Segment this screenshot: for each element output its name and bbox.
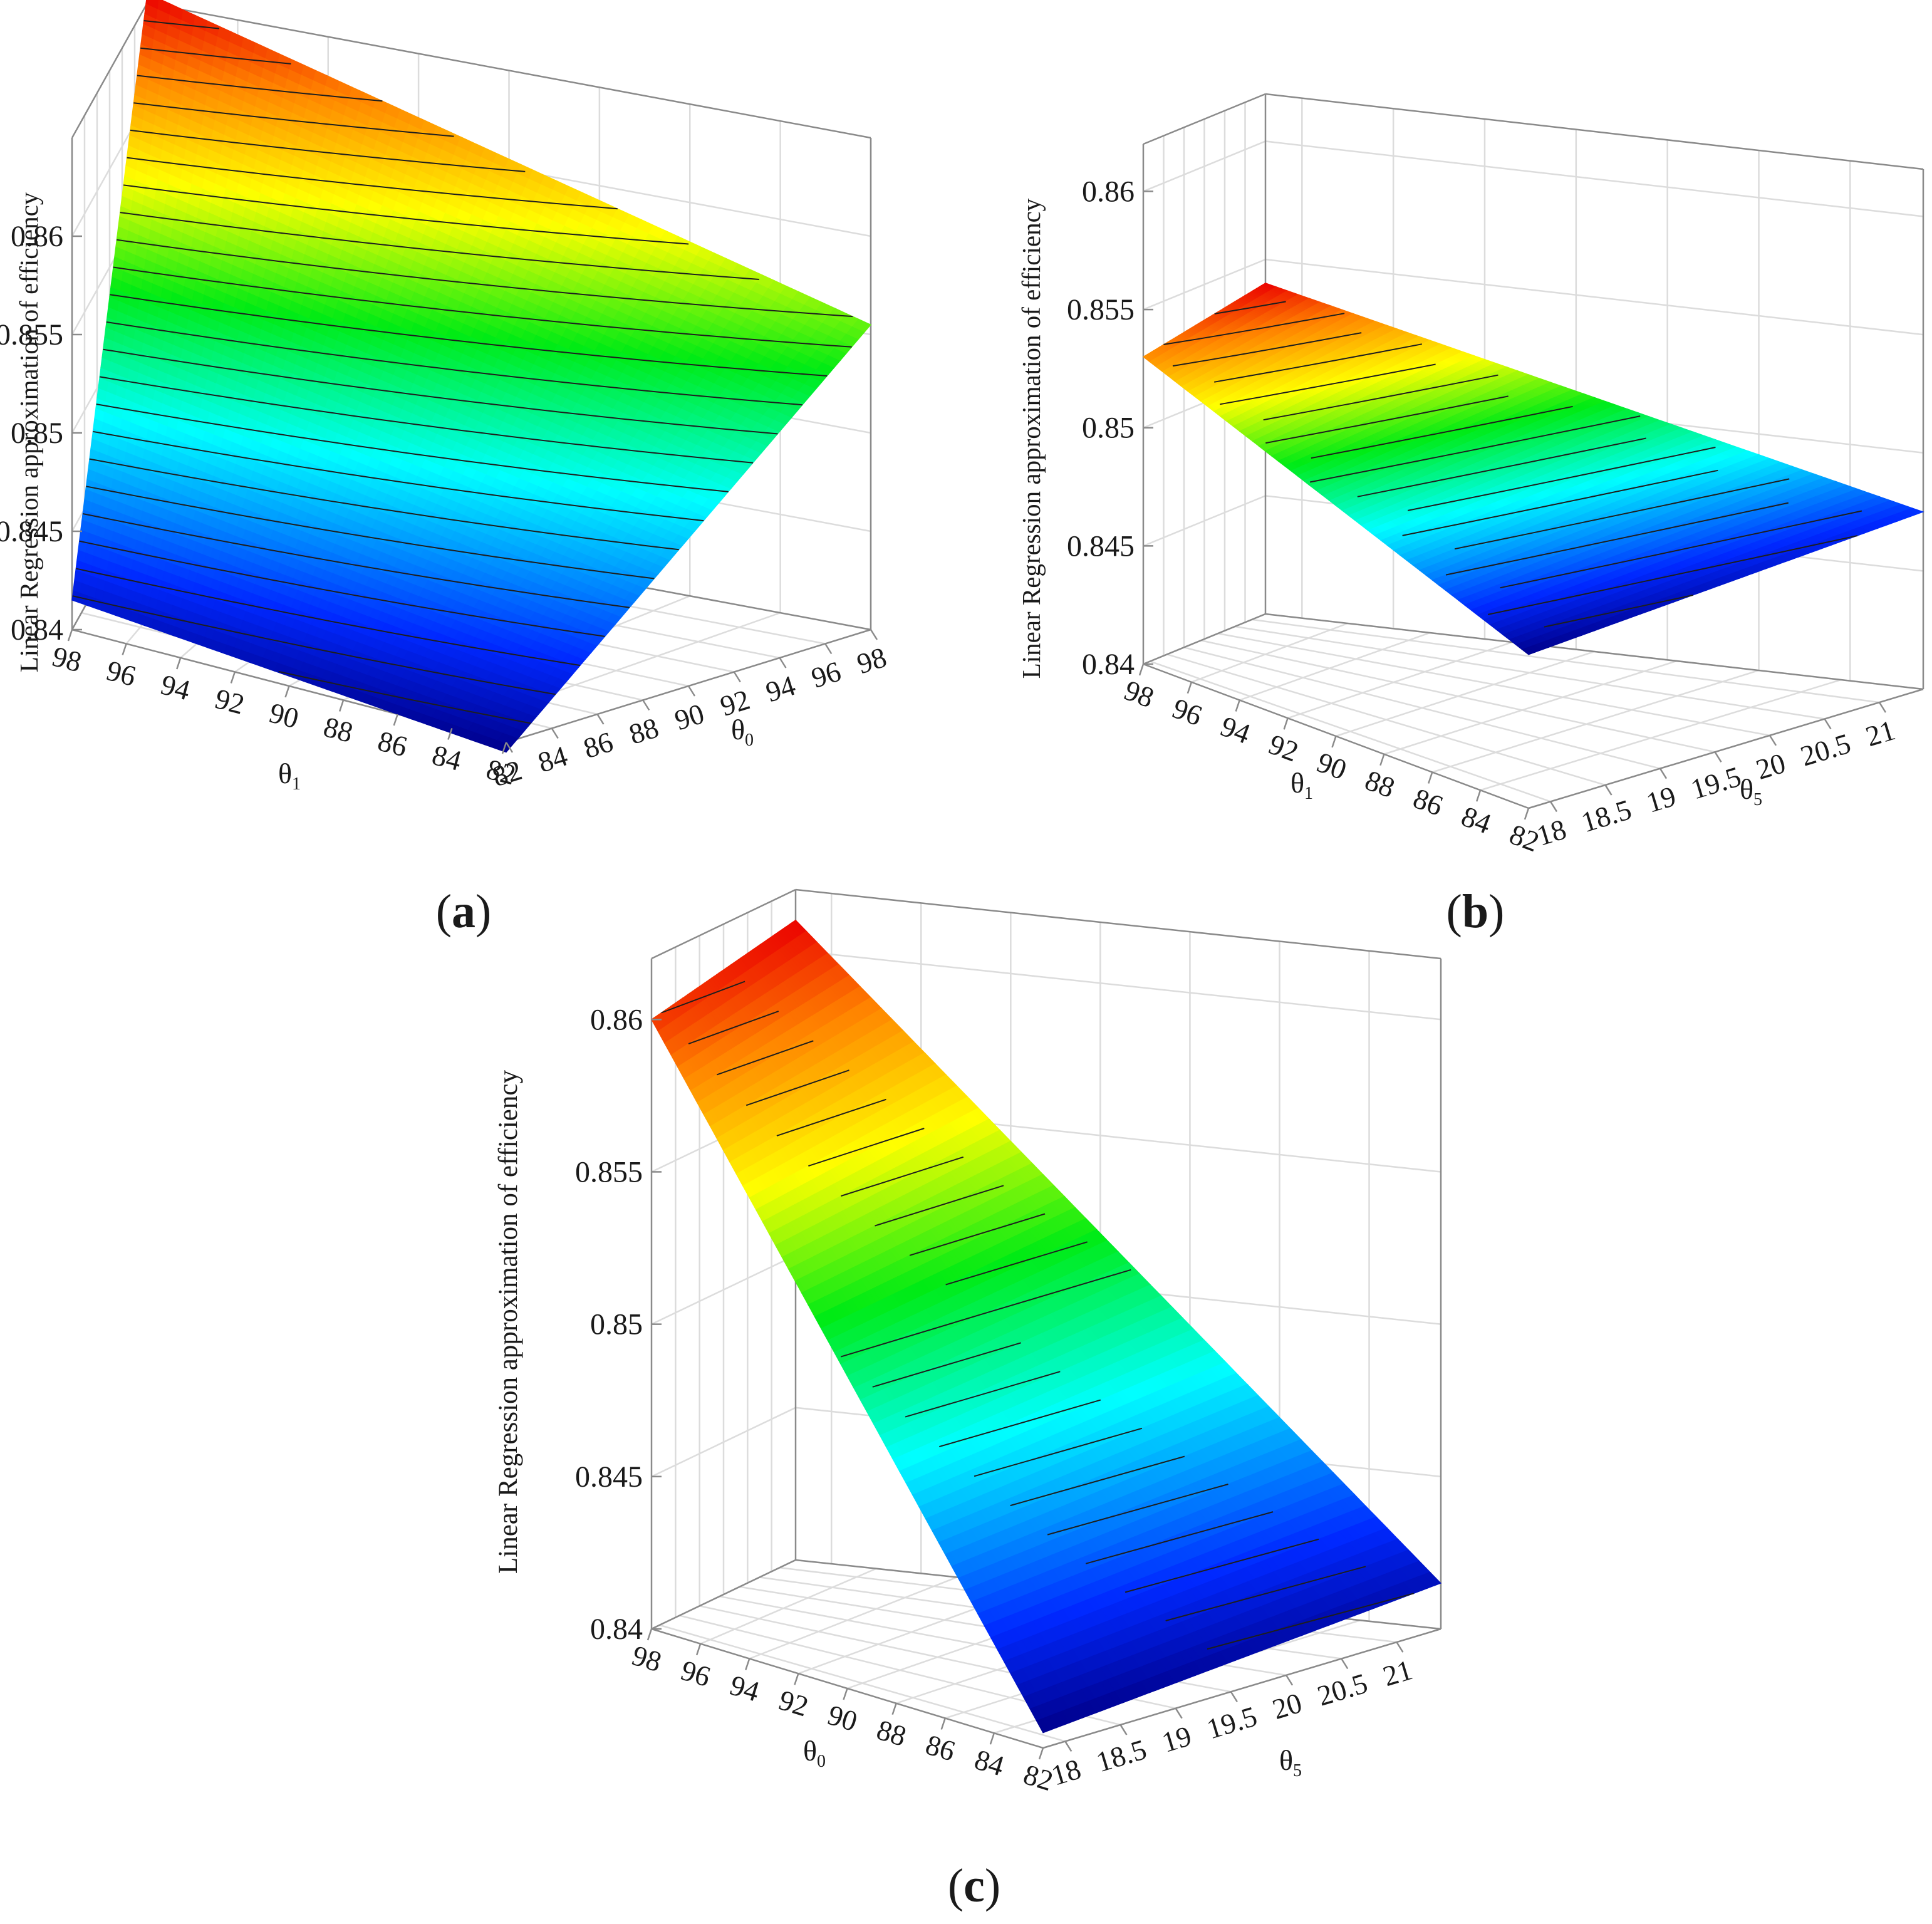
x-tick xyxy=(230,672,236,684)
x-tick xyxy=(67,629,73,642)
y-tick xyxy=(596,714,605,725)
y-axis-label-symbol: θ xyxy=(731,714,745,746)
y-tick xyxy=(687,685,696,697)
y-tick-label: 94 xyxy=(762,669,799,708)
x-axis-label-subscript: 1 xyxy=(292,774,301,794)
y-tick xyxy=(824,643,833,655)
x-axis-label: θ1 xyxy=(278,757,301,794)
x-axis-label-symbol: θ xyxy=(278,757,292,789)
x-tick-label: 96 xyxy=(103,654,139,692)
y-tick-label: 98 xyxy=(853,641,890,680)
x-tick-label: 88 xyxy=(320,710,356,749)
y-tick-label: 96 xyxy=(808,655,844,694)
panel-label-a: (a) xyxy=(436,885,492,938)
surface xyxy=(71,0,871,753)
y-axis-label-subscript: 0 xyxy=(745,731,754,750)
y-tick-label: 86 xyxy=(579,725,616,764)
x-tick-label: 86 xyxy=(375,725,410,763)
y-tick-label: 90 xyxy=(671,697,708,736)
surface-patch xyxy=(145,0,160,10)
box-edge xyxy=(71,3,148,138)
x-tick-label: 92 xyxy=(212,682,247,720)
box-edge xyxy=(147,2,871,139)
floor-gridline xyxy=(1383,660,1677,755)
x-tick xyxy=(393,714,398,726)
x-tick-label: 84 xyxy=(429,739,465,777)
panel-label-letter: a xyxy=(452,885,475,938)
x-tick xyxy=(338,700,345,712)
floor-gridline xyxy=(1287,641,1513,719)
panel-label-close-paren: ) xyxy=(475,885,491,938)
y-tick-label: 88 xyxy=(625,712,662,751)
x-tick xyxy=(122,643,127,655)
y-tick xyxy=(779,657,787,668)
box-edge xyxy=(1265,93,1924,170)
floor-gridline xyxy=(1431,669,1759,773)
panel-label-open-paren: ( xyxy=(436,885,452,938)
y-tick-label: 84 xyxy=(534,740,571,779)
x-tick-label: 94 xyxy=(157,668,193,707)
y-tick xyxy=(551,727,559,739)
y-axis-label: θ0 xyxy=(731,714,754,750)
y-tick xyxy=(642,699,650,711)
y-tick xyxy=(870,629,878,640)
x-tick-label: 90 xyxy=(266,697,302,735)
floor-gridline xyxy=(1336,650,1595,737)
z-axis-label: Linear Regression approximation of effic… xyxy=(14,192,43,672)
x-tick xyxy=(176,657,182,670)
x-tick xyxy=(284,685,290,698)
y-tick xyxy=(733,671,741,683)
